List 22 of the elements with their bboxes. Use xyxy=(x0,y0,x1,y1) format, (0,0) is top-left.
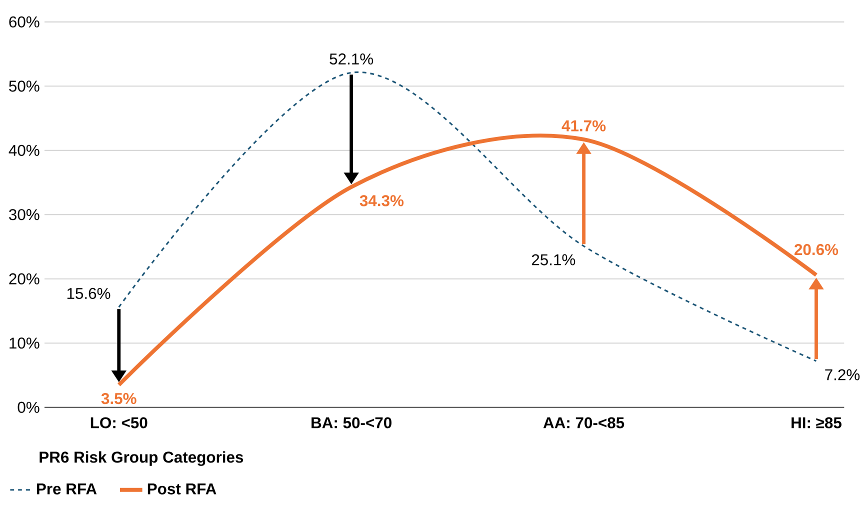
x-tick-label: BA: 50-<70 xyxy=(312,416,392,428)
y-tick-label: 0% xyxy=(18,402,40,413)
data-label: 15.6% xyxy=(67,288,110,299)
data-label: 52.1% xyxy=(330,53,374,64)
data-label: 20.6% xyxy=(794,244,838,255)
legend-label: Pre RFA xyxy=(37,483,97,494)
data-label: 41.7% xyxy=(562,120,606,132)
data-label: 25.1% xyxy=(532,254,576,266)
legend-label: Post RFA xyxy=(148,483,216,494)
y-tick-label: 30% xyxy=(9,208,40,220)
data-label: 7.2% xyxy=(825,368,860,380)
x-axis-title: PR6 Risk Group Categories xyxy=(40,451,244,466)
y-tick-label: 60% xyxy=(9,16,40,28)
y-tick-label: 50% xyxy=(9,80,40,92)
x-tick-label: HI: ≥85 xyxy=(792,416,842,428)
y-tick-label: 10% xyxy=(10,337,40,348)
y-tick-label: 20% xyxy=(9,273,40,284)
data-label: 34.3% xyxy=(360,194,404,206)
x-tick-label: LO: <50 xyxy=(90,416,148,428)
y-tick-label: 40% xyxy=(8,144,40,156)
data-label: 3.5% xyxy=(101,392,136,404)
x-tick-label: AA: 70-<85 xyxy=(543,416,624,428)
